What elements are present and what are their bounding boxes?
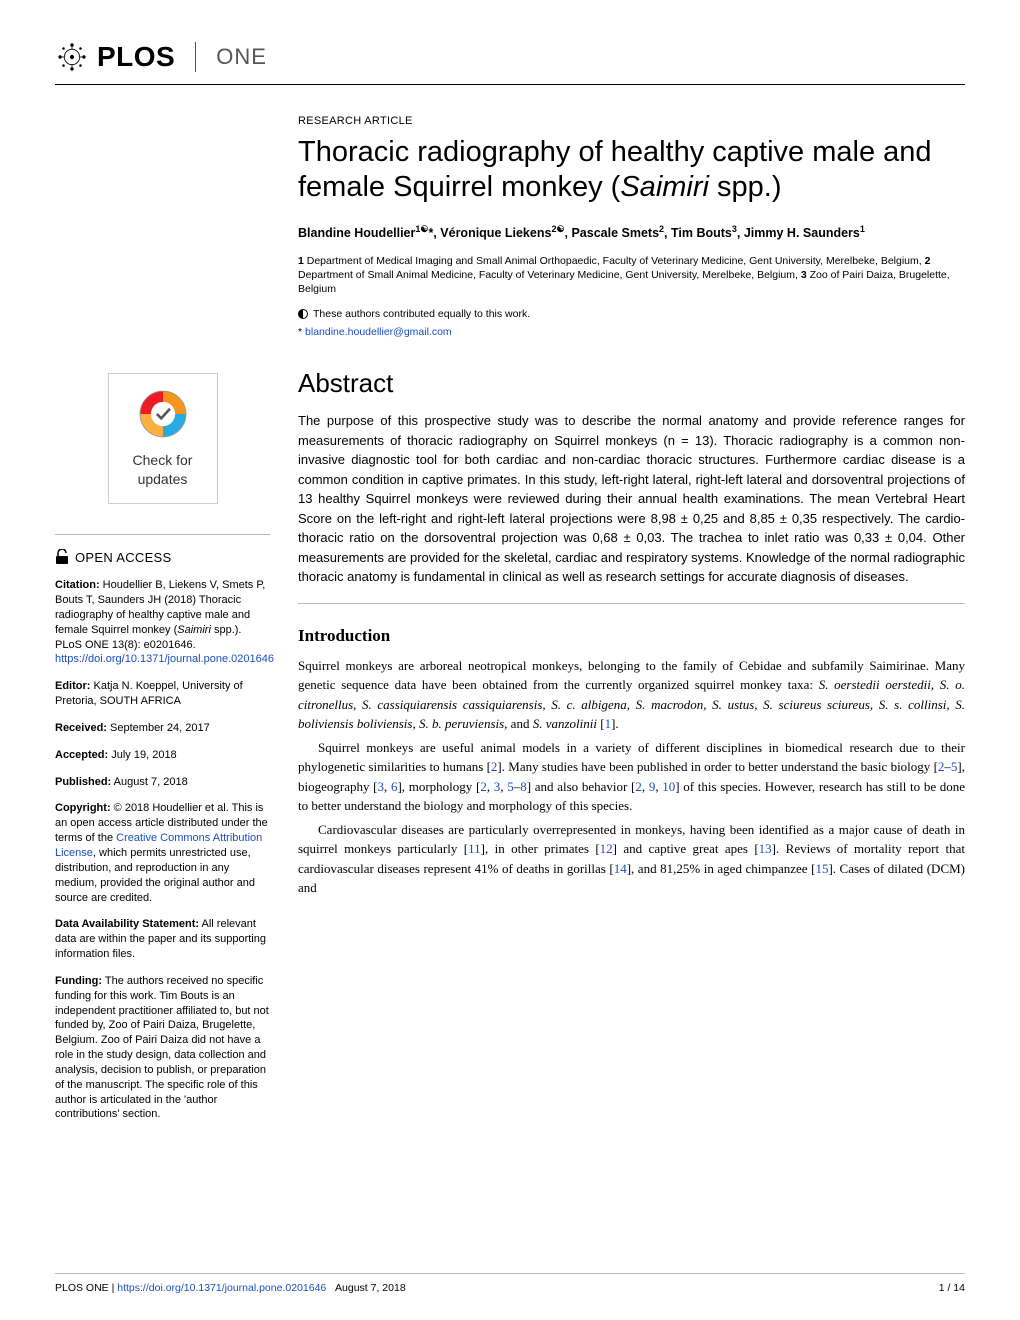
- abstract-rule: [298, 603, 965, 604]
- funding-label: Funding:: [55, 975, 102, 987]
- abstract-heading: Abstract: [298, 368, 965, 399]
- citation-label: Citation:: [55, 579, 100, 591]
- intro-p1: Squirrel monkeys are arboreal neotropica…: [298, 656, 965, 734]
- footer-page: 1 / 14: [939, 1282, 965, 1294]
- crossmark-badge[interactable]: Check for updates: [108, 373, 218, 504]
- accepted-label: Accepted:: [55, 749, 108, 761]
- footer-date: August 7, 2018: [335, 1282, 406, 1294]
- funding-text: The authors received no specific funding…: [55, 975, 269, 1121]
- published-label: Published:: [55, 776, 111, 788]
- funding-block: Funding: The authors received no specifi…: [55, 974, 270, 1122]
- check-text-1: Check for: [117, 451, 209, 470]
- open-access-badge: OPEN ACCESS: [55, 549, 270, 567]
- article-title: Thoracic radiography of healthy captive …: [298, 135, 965, 205]
- corresponding: * blandine.houdellier@gmail.com: [298, 322, 965, 340]
- editor-block: Editor: Katja N. Koeppel, University of …: [55, 679, 270, 709]
- received-block: Received: September 24, 2017: [55, 721, 270, 736]
- plos-logo: PLOS ONE: [55, 40, 267, 74]
- header-rule: [55, 84, 965, 85]
- affiliations: 1 Department of Medical Imaging and Smal…: [298, 254, 965, 297]
- p1-c: [: [597, 716, 605, 731]
- plos-icon: [55, 40, 89, 74]
- page-footer: PLOS ONE | https://doi.org/10.1371/journ…: [55, 1273, 965, 1294]
- footer-doi-link[interactable]: https://doi.org/10.1371/journal.pone.020…: [117, 1282, 326, 1294]
- brand-divider: [195, 42, 196, 72]
- data-label: Data Availability Statement:: [55, 918, 199, 930]
- equal-contrib-note: These authors contributed equally to thi…: [298, 308, 965, 320]
- intro-p2: Squirrel monkeys are useful animal model…: [298, 738, 965, 816]
- sidebar-rule: [55, 534, 270, 535]
- crossmark-icon: [137, 388, 189, 440]
- received-label: Received:: [55, 722, 107, 734]
- corr-email-link[interactable]: blandine.houdellier@gmail.com: [305, 326, 452, 338]
- corr-prefix: *: [298, 326, 305, 338]
- plos-text: PLOS: [97, 41, 175, 73]
- title-part-a: Thoracic radiography of healthy captive …: [298, 136, 932, 203]
- copyright-block: Copyright: © 2018 Houdellier et al. This…: [55, 801, 270, 905]
- p1-b: and: [507, 716, 532, 731]
- sidebar: Check for updates OPEN ACCESS Citation: …: [55, 115, 270, 1134]
- plos-one-text: ONE: [216, 44, 267, 70]
- footer-journal: PLOS ONE |: [55, 1282, 117, 1294]
- article-type: RESEARCH ARTICLE: [298, 115, 965, 127]
- contrib-text: These authors contributed equally to thi…: [313, 308, 530, 320]
- accepted-text: July 19, 2018: [108, 749, 177, 761]
- received-text: September 24, 2017: [107, 722, 210, 734]
- authors-list: Blandine Houdellier1☯*, Véronique Lieken…: [298, 223, 965, 242]
- citation-block: Citation: Houdellier B, Liekens V, Smets…: [55, 578, 270, 667]
- title-part-b: spp.): [709, 171, 782, 203]
- open-access-label: OPEN ACCESS: [75, 549, 172, 567]
- check-text-2: updates: [117, 470, 209, 489]
- intro-p3: Cardiovascular diseases are particularly…: [298, 820, 965, 898]
- data-availability-block: Data Availability Statement: All relevan…: [55, 917, 270, 962]
- footer-left: PLOS ONE | https://doi.org/10.1371/journ…: [55, 1282, 406, 1294]
- intro-heading: Introduction: [298, 626, 965, 646]
- title-italic: Saimiri: [620, 171, 709, 203]
- accepted-block: Accepted: July 19, 2018: [55, 748, 270, 763]
- copyright-label: Copyright:: [55, 802, 111, 814]
- published-text: August 7, 2018: [111, 776, 187, 788]
- published-block: Published: August 7, 2018: [55, 775, 270, 790]
- journal-header: PLOS ONE: [55, 40, 965, 74]
- abstract-text: The purpose of this prospective study wa…: [298, 411, 965, 587]
- open-lock-icon: [55, 549, 69, 565]
- editor-label: Editor:: [55, 680, 90, 692]
- yin-icon: [298, 309, 308, 319]
- p1-d: ].: [611, 716, 619, 731]
- p1-species2: S. vanzolinii: [533, 716, 597, 731]
- doi-link[interactable]: https://doi.org/10.1371/journal.pone.020…: [55, 653, 274, 665]
- main-content: RESEARCH ARTICLE Thoracic radiography of…: [298, 115, 965, 1134]
- intro-body: Squirrel monkeys are arboreal neotropica…: [298, 656, 965, 898]
